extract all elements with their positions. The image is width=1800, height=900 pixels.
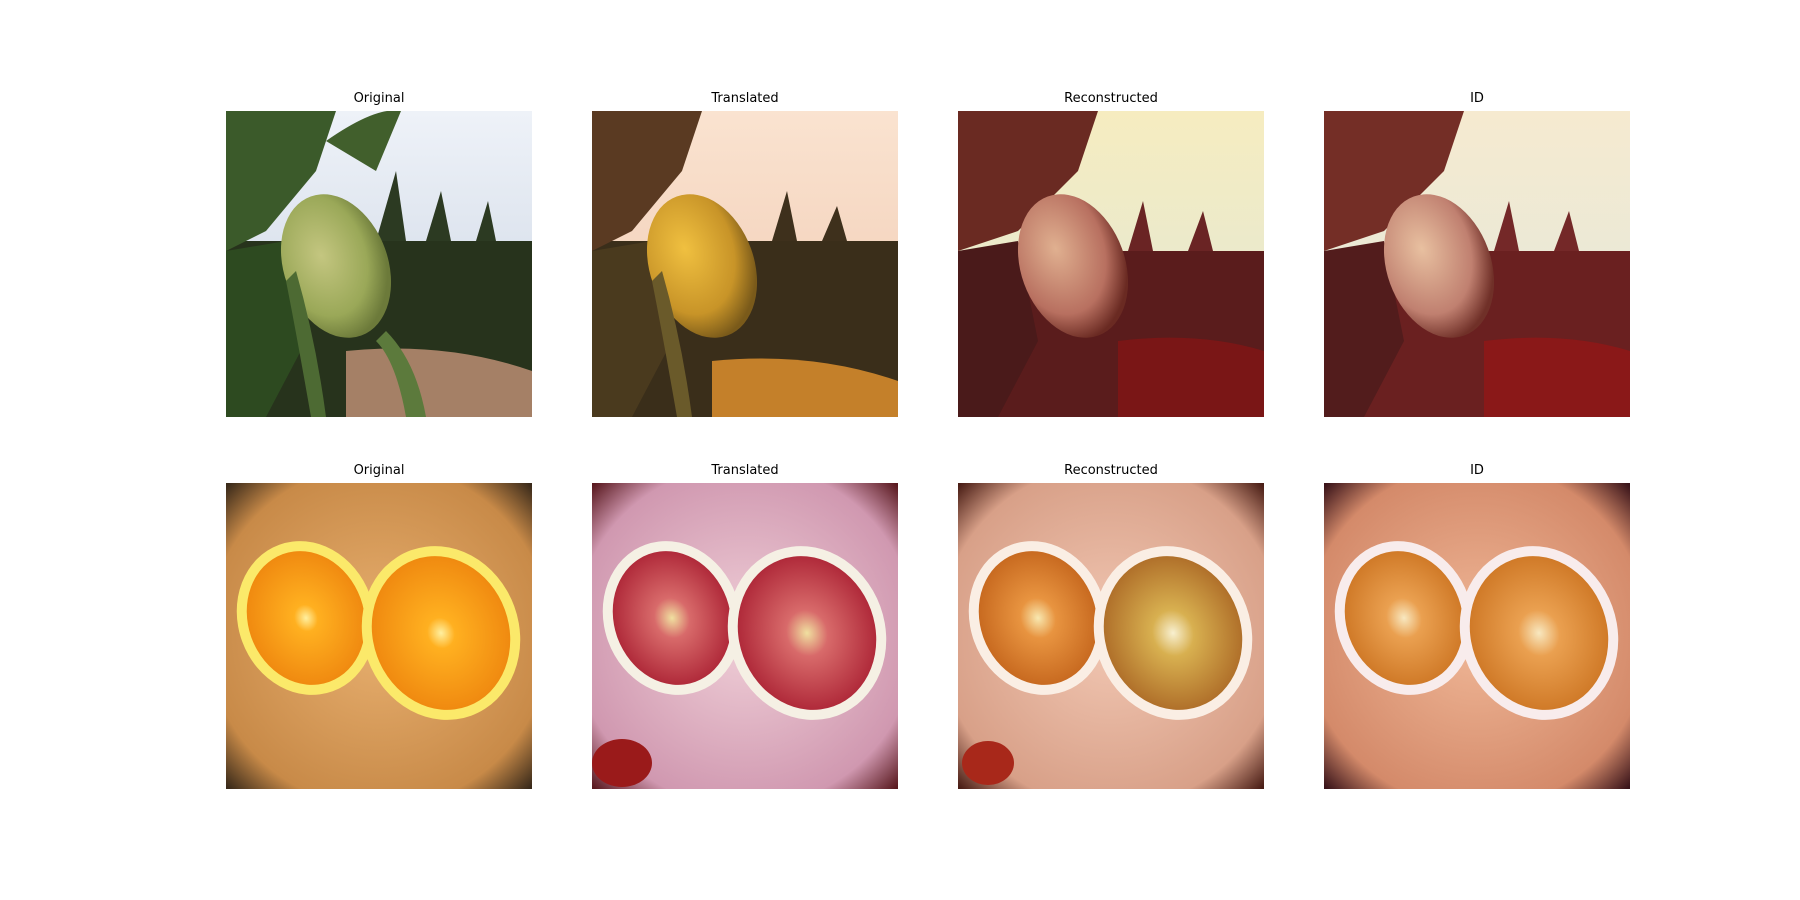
panel-apple-translated: Translated — [592, 91, 898, 417]
panel-orange-original: Original — [226, 463, 532, 789]
panel-title: Reconstructed — [1064, 463, 1158, 478]
panel-orange-translated: Translated — [592, 463, 898, 789]
orange-id-image — [1324, 483, 1630, 789]
panel-title: Translated — [711, 463, 779, 478]
panel-apple-id: ID — [1324, 91, 1630, 417]
panel-orange-id: ID — [1324, 463, 1630, 789]
orange-original-image — [226, 483, 532, 789]
panel-title: Original — [353, 463, 405, 478]
apple-translated-image — [592, 111, 898, 417]
apple-reconstructed-image — [958, 111, 1264, 417]
orange-reconstructed-image — [958, 483, 1264, 789]
apple-original-image — [226, 111, 532, 417]
panel-title: Reconstructed — [1064, 91, 1158, 106]
panel-apple-reconstructed: Reconstructed — [958, 91, 1264, 417]
panel-title: ID — [1470, 463, 1484, 478]
panel-apple-original: Original — [226, 91, 532, 417]
panel-orange-reconstructed: Reconstructed — [958, 463, 1264, 789]
panel-title: Original — [353, 91, 405, 106]
orange-translated-image — [592, 483, 898, 789]
panel-title: ID — [1470, 91, 1484, 106]
apple-id-image — [1324, 111, 1630, 417]
panel-title: Translated — [711, 91, 779, 106]
